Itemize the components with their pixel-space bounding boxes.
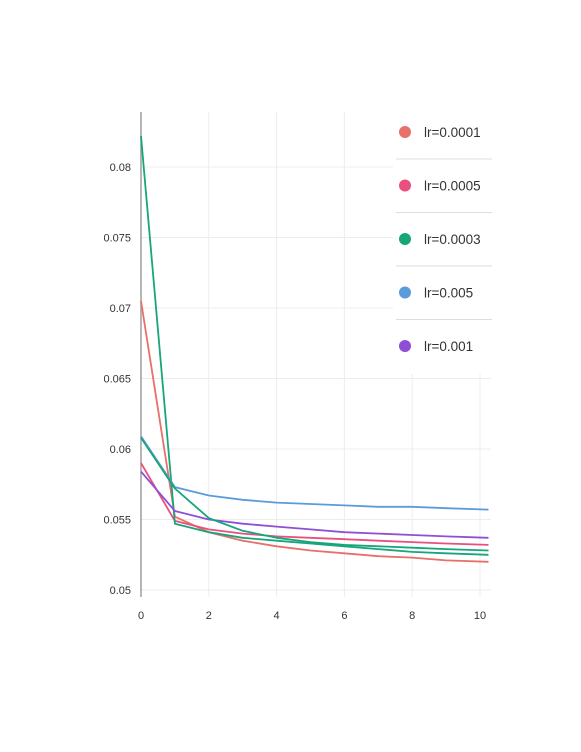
- x-tick-label: 4: [274, 610, 280, 622]
- tick-labels: 0.05 0.055 0.06 0.065 0.07 0.075 0.08 0 2 4 6 8 10: [103, 162, 486, 622]
- legend-item[interactable]: lr=0.0003: [399, 232, 481, 247]
- x-tick-label: 8: [409, 610, 415, 622]
- series-line-lr-0-0005: [140, 462, 489, 546]
- legend-label: lr=0.001: [424, 339, 473, 354]
- legend-item[interactable]: lr=0.001: [399, 339, 473, 354]
- x-tick-label: 10: [474, 610, 486, 622]
- legend-background: [393, 112, 493, 374]
- legend-label: lr=0.005: [424, 286, 473, 301]
- legend-swatch: [399, 126, 411, 138]
- legend[interactable]: lr=0.0001 lr=0.0005 lr=0.0003 lr=0.005 lr=0.…: [393, 112, 493, 374]
- x-tick-label: 6: [341, 610, 347, 622]
- legend-swatch: [399, 233, 411, 245]
- y-tick-label: 0.07: [110, 303, 131, 315]
- series-line-lr-0-005: [140, 435, 489, 511]
- y-tick-label: 0.055: [103, 515, 131, 527]
- legend-item[interactable]: lr=0.005: [399, 286, 473, 301]
- legend-swatch: [399, 286, 411, 299]
- y-tick-label: 0.065: [103, 374, 131, 386]
- y-tick-label: 0.06: [110, 444, 131, 456]
- legend-item[interactable]: lr=0.0001: [399, 125, 481, 140]
- series-line-lr-0-0003: [140, 135, 489, 556]
- y-tick-label: 0.08: [110, 162, 131, 174]
- legend-swatch: [399, 179, 411, 192]
- legend-label: lr=0.0003: [424, 232, 481, 247]
- y-tick-label: 0.075: [103, 233, 131, 245]
- series-lines: [140, 135, 489, 563]
- legend-swatch: [399, 340, 411, 352]
- legend-item[interactable]: lr=0.0005: [399, 179, 481, 194]
- series-line-lr-0-001: [140, 471, 489, 539]
- y-tick-label: 0.05: [110, 585, 131, 597]
- legend-label: lr=0.0001: [424, 125, 481, 140]
- series-line-lr-0-0003: [140, 437, 489, 552]
- legend-label: lr=0.0005: [424, 179, 481, 194]
- x-tick-label: 2: [206, 610, 212, 622]
- x-tick-label: 0: [138, 610, 144, 622]
